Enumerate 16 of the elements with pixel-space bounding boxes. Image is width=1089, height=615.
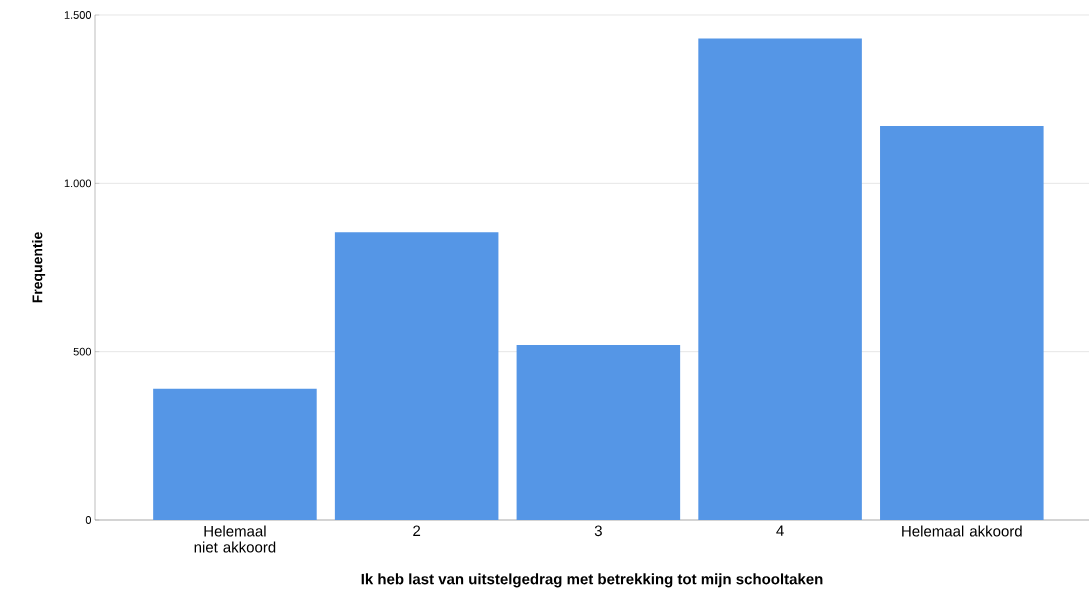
- bar: [516, 344, 681, 520]
- x-tick-label: 4: [776, 525, 784, 536]
- x-tick-label: Helemaal akkoord: [902, 525, 1022, 537]
- bar: [153, 388, 317, 520]
- x-tick-label: 3: [594, 525, 602, 537]
- bar: [698, 38, 862, 520]
- y-tick-label: 0: [85, 516, 92, 524]
- x-tick-label: Helemaal niet akkoord: [194, 525, 276, 553]
- x-axis-title: Ik heb last van uitstelgedrag met betrekking tot mijn schooltaken: [361, 573, 823, 588]
- bar: [334, 232, 499, 520]
- y-tick-label: 1.000: [64, 179, 92, 188]
- y-tick-label: 500: [73, 347, 92, 356]
- y-tick-label: 1.500: [64, 11, 92, 19]
- x-tick-label: 2: [413, 525, 421, 536]
- y-axis-title: Frequentie: [32, 232, 46, 303]
- bar: [880, 126, 1044, 520]
